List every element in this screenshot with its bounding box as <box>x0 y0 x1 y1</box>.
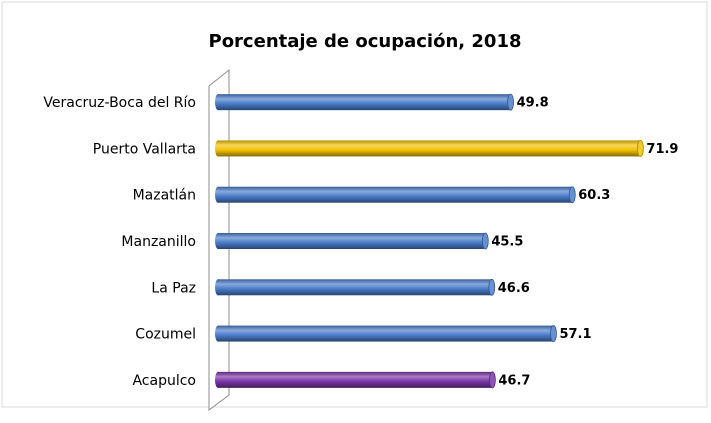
y-tick-label: La Paz <box>151 280 196 296</box>
bar-end-cap <box>488 278 496 296</box>
bar-start-cap <box>215 325 221 342</box>
y-tick-label: Veracruz-Boca del Río <box>43 95 196 111</box>
bar-end-cap <box>550 325 557 342</box>
y-tick-label: Acapulco <box>132 373 196 389</box>
bar <box>218 94 511 111</box>
bar-start-cap <box>215 371 221 388</box>
bar <box>218 325 554 342</box>
bar-end-cap <box>481 232 489 250</box>
bar-start-cap <box>215 279 221 296</box>
bar-end-cap <box>568 186 576 204</box>
bar <box>218 371 493 388</box>
value-label: 45.5 <box>491 235 523 250</box>
value-label: 49.8 <box>517 96 549 111</box>
bar <box>218 186 573 203</box>
y-tick-label: Mazatlán <box>133 188 196 204</box>
chart-title: Porcentaje de ocupación, 2018 <box>209 31 522 52</box>
bar <box>218 233 486 249</box>
bar-start-cap <box>215 186 221 203</box>
chart-frame <box>1 1 708 408</box>
bar-end-cap <box>507 93 514 111</box>
y-tick-label: Manzanillo <box>121 234 196 250</box>
bar-start-cap <box>215 233 221 249</box>
value-label: 46.7 <box>498 373 530 388</box>
bar-start-cap <box>215 140 221 157</box>
value-label: 60.3 <box>578 188 610 203</box>
value-label: 71.9 <box>646 142 678 157</box>
bar-end-cap <box>637 140 644 157</box>
bar <box>218 279 492 296</box>
y-tick-label: Cozumel <box>135 327 196 343</box>
value-label: 46.6 <box>498 281 530 296</box>
bar-end-cap <box>488 371 496 389</box>
bar <box>218 140 641 157</box>
y-tick-label: Puerto Vallarta <box>93 141 196 157</box>
value-label: 57.1 <box>559 327 591 342</box>
bar-start-cap <box>215 94 221 111</box>
